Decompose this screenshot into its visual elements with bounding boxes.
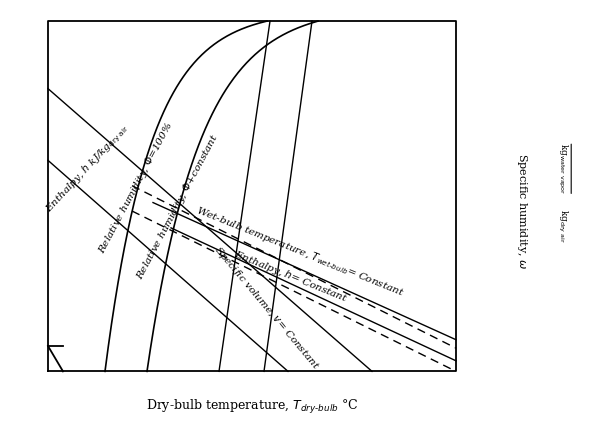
Text: kg$_{\mathrm{dry\ air}}$: kg$_{\mathrm{dry\ air}}$ <box>556 209 569 243</box>
Text: Enthalpy, $h$ kJ/kg$_{\mathrm{dry\ air}}$: Enthalpy, $h$ kJ/kg$_{\mathrm{dry\ air}}… <box>42 121 132 216</box>
Text: Relative humidity, $\Phi$+constant: Relative humidity, $\Phi$+constant <box>133 131 221 282</box>
Text: kg$_{\mathrm{water\ vapor}}$: kg$_{\mathrm{water\ vapor}}$ <box>556 143 569 195</box>
Text: Specific volume, $v$= Constant: Specific volume, $v$= Constant <box>211 243 323 373</box>
Text: Relative humidity, $\Phi$=100%: Relative humidity, $\Phi$=100% <box>94 119 176 256</box>
Text: Dry-bulb temperature, $T_{\mathit{dry\text{-}bulb}}$ °C: Dry-bulb temperature, $T_{\mathit{dry\te… <box>146 398 358 416</box>
Text: Enthalpy, $h$= Constant: Enthalpy, $h$= Constant <box>232 247 350 306</box>
Text: Specific humidity, $\omega$: Specific humidity, $\omega$ <box>515 153 529 269</box>
Text: Wet-bulb temperature, $T_{\mathit{wet\text{-}bulb}}$= Constant: Wet-bulb temperature, $T_{\mathit{wet\te… <box>194 203 406 300</box>
